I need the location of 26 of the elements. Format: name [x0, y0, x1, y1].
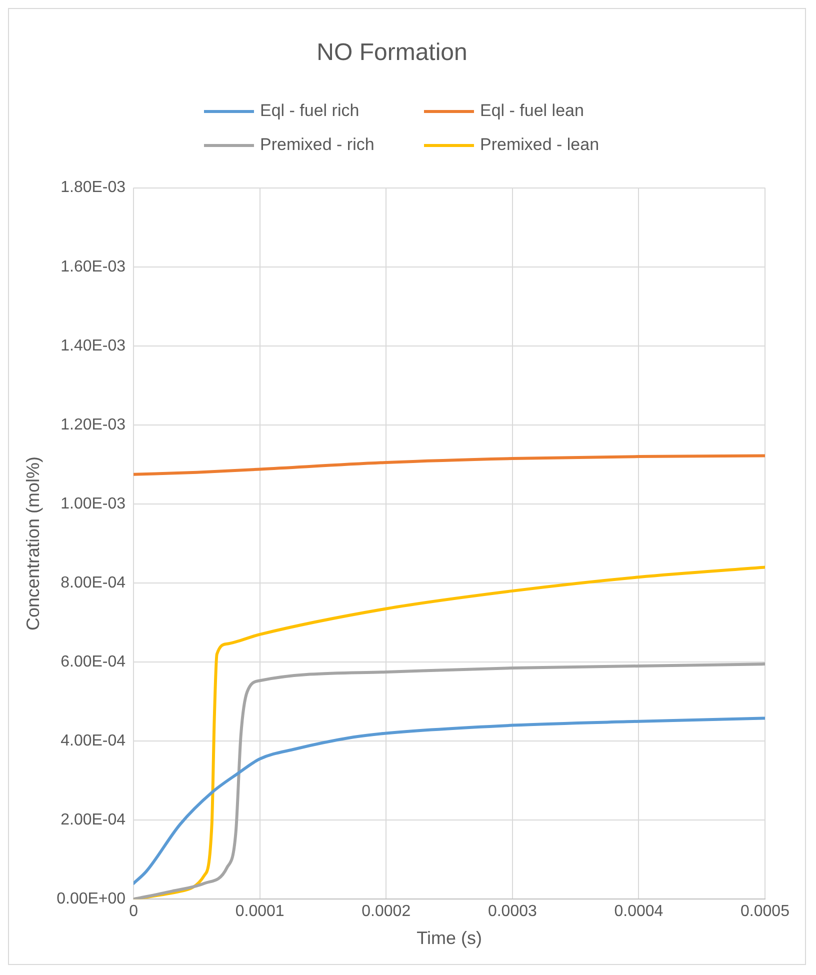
y-tick-label: 1.00E-03 [60, 495, 126, 512]
y-tick-label: 8.00E-04 [60, 574, 126, 592]
x-tick-label: 0.0001 [235, 903, 284, 920]
x-tick-label: 0.0005 [740, 903, 790, 920]
legend-label: Eql - fuel lean [480, 101, 584, 121]
legend-label: Eql - fuel rich [260, 101, 360, 121]
x-tick-label: 0 [129, 903, 138, 920]
y-tick-label: 2.00E-04 [60, 812, 126, 829]
y-tick-label: 1.40E-03 [60, 337, 126, 354]
y-tick-label: 1.60E-03 [60, 258, 126, 276]
y-tick-label: 1.80E-03 [60, 179, 126, 196]
y-tick-label: 1.20E-03 [60, 416, 126, 434]
legend-label: Premixed - rich [260, 135, 374, 155]
line-series [134, 662, 765, 900]
x-axis-title: Time (s) [416, 928, 482, 948]
x-tick-label: 0.0003 [488, 903, 537, 920]
chart-title: NO Formation [316, 39, 468, 66]
y-tick-label: 6.00E-04 [60, 653, 126, 670]
y-tick-label: 0.00E+00 [56, 890, 126, 908]
line-series [134, 716, 765, 885]
legend-label: Premixed - lean [480, 135, 600, 155]
y-tick-label: 4.00E-04 [60, 732, 126, 750]
y-axis-title: Concentration (mol%) [22, 456, 43, 631]
line-series [134, 454, 765, 476]
x-tick-label: 0.0004 [614, 903, 664, 920]
x-tick-label: 0.0002 [362, 903, 411, 920]
